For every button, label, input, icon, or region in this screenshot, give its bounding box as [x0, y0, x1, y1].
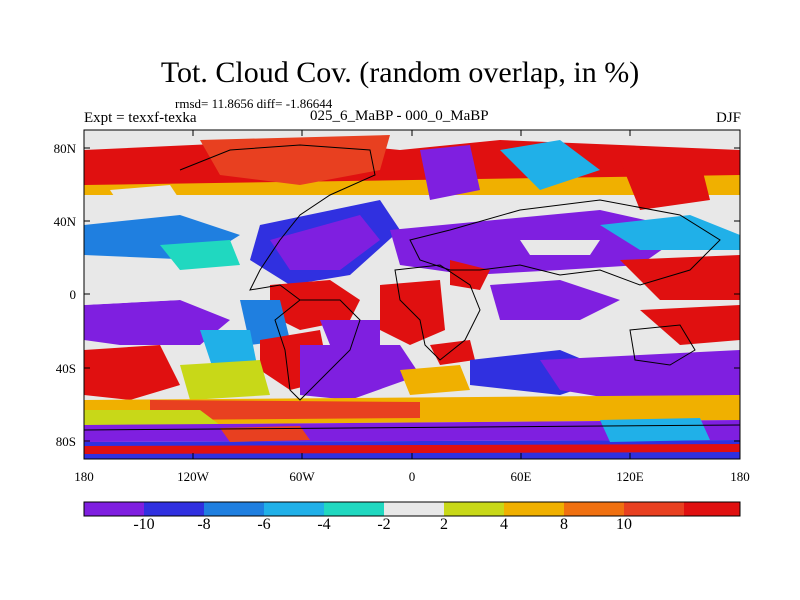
colorbar-label-3: -6: [257, 516, 271, 533]
colorbar-label-5: -2: [377, 516, 391, 533]
lat-label-40n: 40N: [53, 214, 76, 229]
colorbar-label-8: 8: [560, 516, 568, 533]
colorbar-box-8: [504, 502, 564, 516]
colorbar-label-1: -10: [133, 516, 155, 533]
colorbar-box-3: [204, 502, 264, 516]
colorbar-box-4: [264, 502, 324, 516]
colorbar-box-6: [384, 502, 444, 516]
longitude-ticks: [83, 130, 741, 459]
lat-label-0: 0: [69, 287, 77, 302]
experiment-label: Expt = texxf-texka: [84, 110, 197, 126]
lat-label-80n: 80N: [53, 141, 76, 156]
stats-text: rmsd= 11.8656 diff= -1.86644: [175, 96, 333, 111]
coastline-outlines: [84, 144, 740, 431]
lon-label-120e: 120E: [616, 469, 644, 484]
difference-label: 025_6_MaBP - 000_0_MaBP: [310, 108, 489, 124]
colorbar-box-11: [684, 502, 740, 516]
colorbar-label-6: 2: [440, 516, 448, 533]
season-label: DJF: [715, 110, 741, 126]
colorbar-label-2: -8: [197, 516, 211, 533]
colorbar: [83, 501, 741, 517]
colorbar-box-2: [144, 502, 204, 516]
lon-label-60w: 60W: [289, 469, 315, 484]
lat-label-40s: 40S: [55, 361, 76, 376]
colorbar-label-7: 4: [500, 516, 508, 533]
plot-title: Tot. Cloud Cov. (random overlap, in %): [160, 56, 640, 89]
colorbar-box-7: [444, 502, 504, 516]
colorbar-box-9: [564, 502, 624, 516]
colorbar-label-4: -4: [317, 516, 331, 533]
colorbar-box-1: [84, 502, 144, 516]
colorbar-box-10: [624, 502, 684, 516]
lon-label-0: 0: [408, 469, 416, 484]
lon-label-180e: 180: [730, 469, 750, 484]
colorbar-label-9: 10: [616, 516, 632, 533]
cloud-cover-field: [84, 130, 740, 459]
colorbar-box-5: [324, 502, 384, 516]
latitude-ticks: [84, 147, 740, 442]
lon-label-180w: 180: [74, 469, 94, 484]
lon-label-120w: 120W: [177, 469, 209, 484]
lon-label-60e: 60E: [510, 469, 532, 484]
lat-label-80s: 80S: [55, 434, 76, 449]
